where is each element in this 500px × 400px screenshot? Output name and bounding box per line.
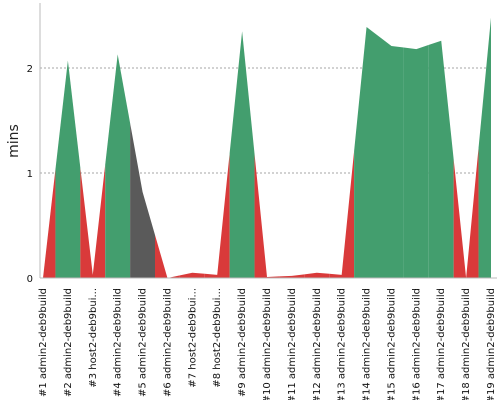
x-tick-label-16: #16 admin2-deb9build [411, 288, 422, 400]
x-tick-label-10: #10 admin2-deb9build [262, 288, 273, 400]
x-tick-label-14: #14 admin2-deb9build [362, 288, 373, 400]
x-tick-label-12: #12 admin2-deb9build [312, 288, 323, 400]
area-segment-5 [130, 123, 155, 278]
x-tick-label-3: #3 host2-deb9bui... [88, 288, 99, 388]
area-segment-9 [229, 31, 255, 278]
x-tick-label-7: #7 host2-deb9bui... [187, 288, 198, 388]
area-segment-18 [453, 147, 479, 278]
y-tick-labels: 0 1 2 [27, 64, 33, 285]
area-segment-15 [379, 36, 404, 278]
area-segment-3 [80, 164, 106, 278]
area-segment-14 [354, 27, 379, 278]
y-tick-label: 2 [27, 64, 33, 75]
area-segment-8 [204, 153, 230, 278]
x-tick-label-9: #9 admin2-deb9build [237, 288, 248, 397]
area-segment-10 [254, 154, 280, 278]
area-segment-4 [105, 54, 131, 278]
area-segment-11 [279, 274, 305, 278]
y-axis-title: mins [6, 124, 22, 158]
gridlines [40, 67, 491, 174]
area-segment-1 [43, 169, 56, 278]
area-segment-7 [179, 272, 205, 278]
y-tick-label: 0 [27, 274, 33, 285]
area-segment-6 [155, 234, 180, 278]
x-tick-label-13: #13 admin2-deb9build [337, 288, 348, 400]
x-tick-label-11: #11 admin2-deb9build [287, 288, 298, 400]
x-tick-labels: #1 admin2-deb9build #2 admin2-deb9build #3… [38, 288, 497, 400]
area-segments [43, 17, 491, 279]
area-segment-16 [403, 44, 429, 279]
area-segment-2 [55, 60, 81, 279]
x-tick-label-18: #18 admin2-deb9build [461, 288, 472, 400]
area-segment-12 [304, 272, 330, 278]
area-segment-19 [478, 17, 491, 278]
area-segment-17 [428, 40, 454, 279]
x-tick-label-8: #8 host2-deb9bui... [212, 288, 223, 388]
x-tick-label-2: #2 admin2-deb9build [63, 288, 74, 397]
x-tick-label-1: #1 admin2-deb9build [38, 288, 49, 397]
x-tick-label-6: #6 admin2-deb9build [162, 288, 173, 397]
x-tick-label-15: #15 admin2-deb9build [386, 288, 397, 400]
x-tick-label-5: #5 admin2-deb9build [138, 288, 149, 397]
x-tick-label-4: #4 admin2-deb9build [113, 288, 124, 397]
x-tick-label-19: #19 admin2-deb9build [486, 288, 497, 400]
x-tick-label-17: #17 admin2-deb9build [436, 288, 447, 400]
y-tick-label: 1 [27, 169, 33, 180]
area-segment-13 [329, 150, 355, 278]
